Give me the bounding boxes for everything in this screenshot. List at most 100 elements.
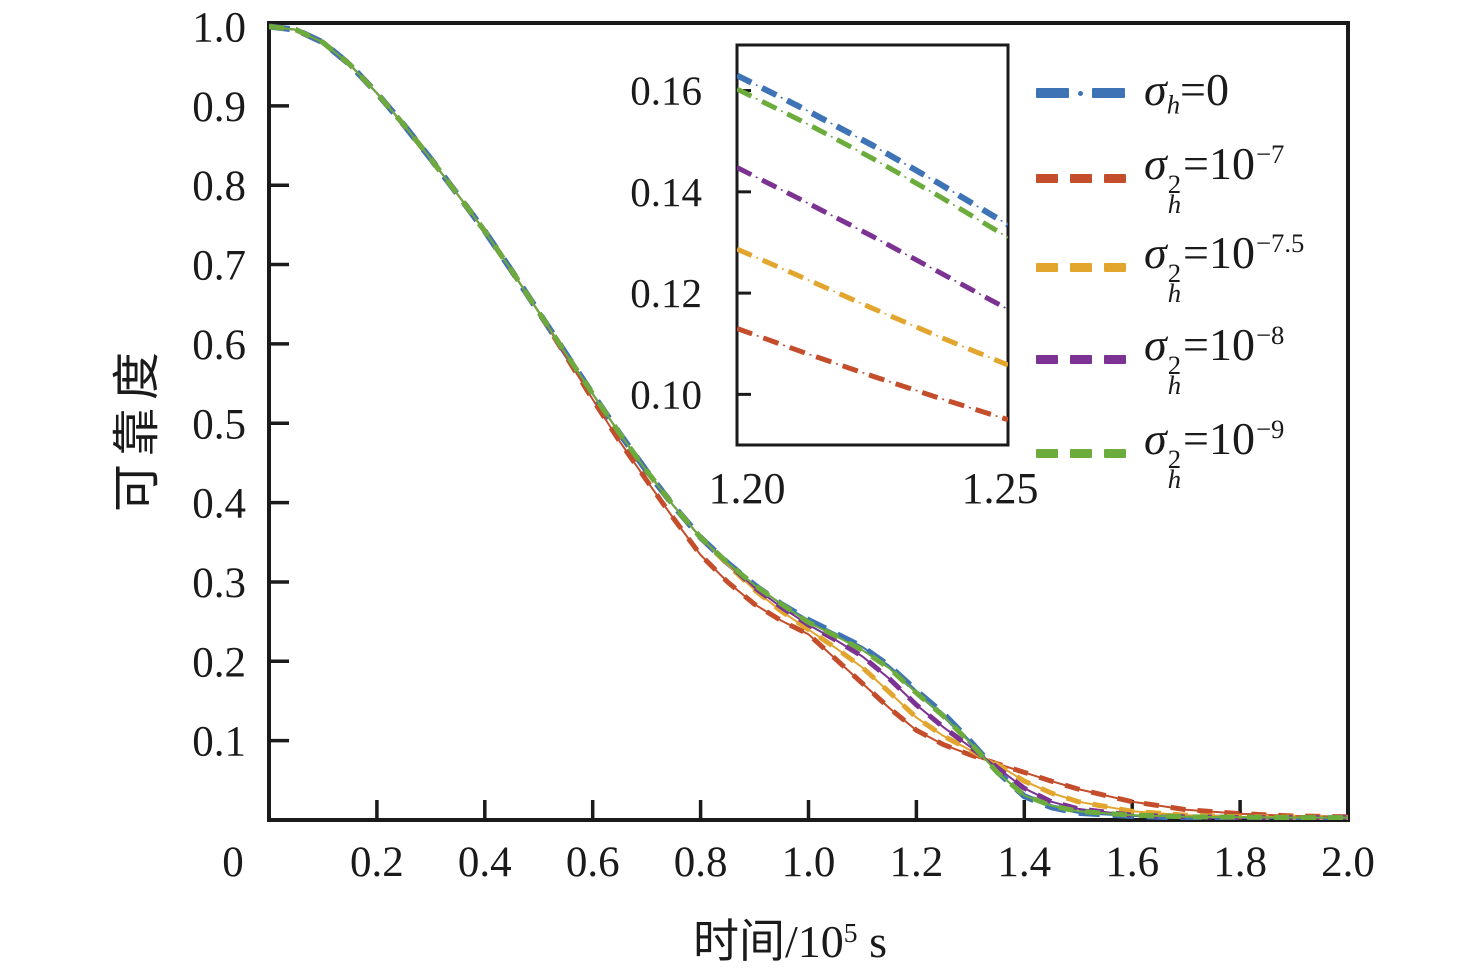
legend-exponent: −8 — [1255, 319, 1285, 350]
legend-dash — [1036, 88, 1069, 98]
legend-value: =10 — [1183, 318, 1255, 370]
inset-x-tick-label-1.20: 1.20 — [709, 464, 786, 513]
legend-dash — [1104, 262, 1126, 272]
legend-gap — [1083, 93, 1092, 94]
legend-item-sigma2-1e-7p5: σ 2 h =10−7.5 — [1036, 226, 1305, 307]
legend-line-sample-sigma2-1e-7p5 — [1036, 262, 1130, 272]
legend-dash — [1092, 88, 1125, 98]
legend-exponent: −7.5 — [1255, 227, 1305, 258]
legend-line-sample-sigma2-1e-8 — [1036, 354, 1130, 364]
legend-gap — [1058, 267, 1070, 268]
legend-dash — [1070, 448, 1092, 458]
legend-gap — [1092, 267, 1104, 268]
x-tick-label-1.4: 1.4 — [997, 839, 1051, 886]
inset-series-sigma2-1e-9 — [737, 86, 1008, 240]
legend-gap — [1058, 178, 1070, 179]
inset-series-sigma2-1e-9-dotline — [737, 88, 1008, 239]
legend-label-sigma-h-0: σh=0 — [1144, 67, 1229, 118]
legend-exponent: −7 — [1255, 138, 1285, 169]
inset-series-sigma-h-0 — [737, 72, 1008, 228]
x-axis-title-text: 时间/10 — [693, 916, 844, 967]
legend-superscript-2: 2 — [1167, 257, 1182, 288]
x-tick-label-2.0: 2.0 — [1321, 839, 1375, 886]
y-tick-label-0.4: 0.4 — [192, 481, 246, 528]
y-tick-label-1.0: 1.0 — [192, 5, 246, 52]
x-axis-title: 时间/105 s — [693, 905, 887, 971]
legend-item-sigma-h-0: σh=0 — [1036, 57, 1229, 129]
legend-sigma-symbol: σ — [1144, 137, 1167, 189]
inset-x-tick-label-1.25: 1.25 — [962, 464, 1039, 513]
legend-line-sample-sigma-h-0 — [1036, 88, 1130, 98]
inset-series-sigma2-1e-7p5 — [737, 246, 1008, 368]
inset-series-sigma2-1e-9-dashes — [737, 86, 1008, 240]
legend-dash — [1036, 262, 1058, 272]
legend-sigma-symbol: σ — [1144, 412, 1167, 464]
legend-label-sigma2-1e-8: σ 2 h =10−8 — [1144, 318, 1285, 401]
y-tick-label-0.5: 0.5 — [192, 401, 246, 448]
inset-series-sigma-h-0-dashes — [737, 72, 1008, 228]
y-tick-label-0.3: 0.3 — [192, 560, 246, 607]
main-axes: 0 0.2 0.4 0.6 0.8 1.0 1.2 1.4 1.6 1.8 2.0 0.1 0.2 0.3… — [192, 5, 1375, 887]
legend-exponent: −9 — [1255, 413, 1285, 444]
series-sigma2-1e-9 — [269, 24, 1348, 820]
legend-dash — [1070, 173, 1092, 183]
legend-subscript-h: h — [1166, 89, 1181, 120]
x-tick-label-0.8: 0.8 — [674, 839, 728, 886]
inset-frame — [735, 43, 1010, 447]
x-axis-title-unit: s — [857, 916, 887, 967]
legend-subscript-h: h — [1167, 370, 1182, 401]
y-tick-label-0.2: 0.2 — [192, 639, 246, 686]
legend-gap — [1058, 453, 1070, 454]
x-tick-label-1.2: 1.2 — [890, 839, 944, 886]
y-tick-label-0.9: 0.9 — [192, 84, 246, 131]
x-tick-label-0.4: 0.4 — [458, 839, 512, 886]
x-tick-label-1.6: 1.6 — [1105, 839, 1159, 886]
legend-gap — [1092, 453, 1104, 454]
inset-y-tick-label-0.10: 0.10 — [630, 371, 702, 417]
x-tick-label-1.0: 1.0 — [782, 839, 836, 886]
inset-series-sigma2-1e-7-dashes — [737, 326, 1008, 423]
legend-gap — [1092, 359, 1104, 360]
legend-label-sigma2-1e-7p5: σ 2 h =10−7.5 — [1144, 226, 1305, 306]
legend-item-sigma2-1e-8: σ 2 h =10−8 — [1036, 318, 1285, 401]
legend-dash — [1036, 448, 1058, 458]
inset-series-sigma2-1e-8 — [737, 165, 1008, 312]
y-tick-label-0.8: 0.8 — [192, 163, 246, 210]
legend-gap — [1058, 359, 1070, 360]
y-tick-label-0.7: 0.7 — [192, 243, 246, 290]
legend-line-sample-sigma2-1e-9 — [1036, 448, 1130, 458]
inset-y-tick-label-0.12: 0.12 — [630, 270, 702, 316]
inset-series-sigma2-1e-7p5-dashes — [737, 246, 1008, 368]
legend-superscript-2: 2 — [1167, 443, 1182, 474]
legend-subscript-h: h — [1167, 464, 1182, 495]
legend-value: =10 — [1183, 226, 1255, 278]
legend-sigma-symbol: σ — [1144, 226, 1167, 278]
legend-gap — [1092, 178, 1104, 179]
x-tick-label-0.6: 0.6 — [566, 839, 620, 886]
x-tick-label-0: 0 — [222, 839, 244, 886]
inset-y-tick-label-0.14: 0.14 — [630, 169, 702, 215]
y-axis-title: 可靠度 — [111, 343, 164, 513]
inset-series-sigma2-1e-7 — [737, 326, 1008, 423]
legend-dash — [1104, 354, 1126, 364]
inset-series-sigma-h-0-dotline — [737, 74, 1008, 226]
y-tick-label-0.6: 0.6 — [192, 322, 246, 369]
series-sigma2-1e-9-dashes — [269, 24, 1348, 820]
series-group — [269, 23, 1348, 820]
legend-dot — [1078, 90, 1083, 96]
legend-dash — [1036, 173, 1058, 183]
inset-series-sigma2-1e-8-dashes — [737, 165, 1008, 312]
legend-superscript-2: 2 — [1167, 349, 1182, 380]
legend-item-sigma2-1e-9: σ 2 h =10−9 — [1036, 413, 1285, 495]
legend-value: =10 — [1183, 412, 1255, 464]
legend-value: =0 — [1180, 64, 1229, 116]
legend-dash — [1070, 262, 1092, 272]
legend-gap — [1069, 93, 1078, 94]
inset-series-group — [737, 72, 1008, 423]
legend-dash — [1104, 173, 1126, 183]
plot-frame — [267, 21, 1350, 822]
